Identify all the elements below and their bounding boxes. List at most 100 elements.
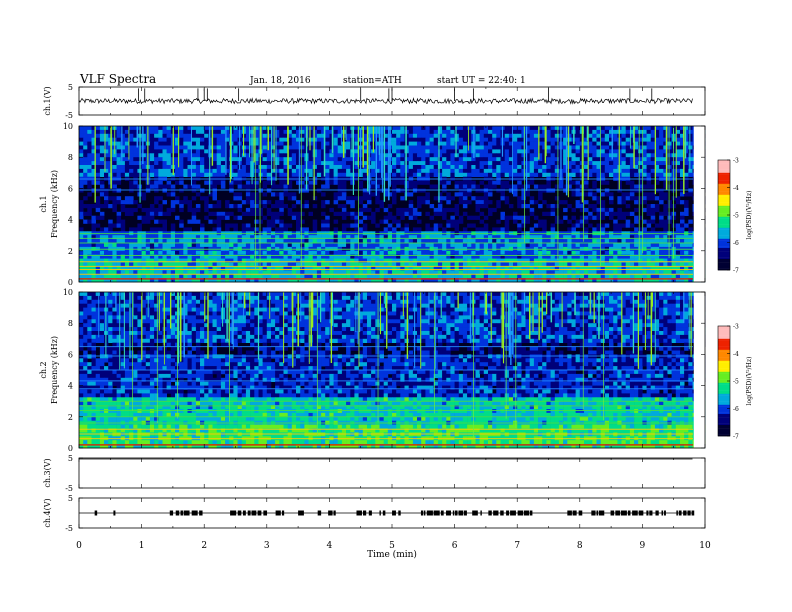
spec1-cell bbox=[533, 145, 539, 150]
spec1-cell bbox=[404, 207, 409, 213]
spec1-cell bbox=[529, 254, 535, 259]
spec1-cell bbox=[200, 266, 205, 271]
spec1-cell bbox=[575, 129, 581, 135]
spec1-cell bbox=[279, 192, 284, 197]
spec1-cell bbox=[79, 165, 84, 170]
spec1-cell bbox=[162, 223, 167, 228]
spec1-cell bbox=[149, 207, 155, 213]
spec1-cell bbox=[588, 149, 593, 154]
spec1-cell bbox=[154, 266, 159, 271]
spec1-cell bbox=[500, 192, 505, 197]
spec1-cell bbox=[379, 262, 384, 267]
spec1-cell bbox=[333, 165, 339, 170]
spec1-cell bbox=[346, 196, 351, 201]
spec1-cell bbox=[266, 161, 272, 166]
spec1-cell bbox=[204, 204, 209, 209]
spec1-cell bbox=[170, 274, 176, 279]
spec1-cell bbox=[321, 223, 326, 228]
spec1-cell bbox=[483, 204, 489, 209]
spec1-cell bbox=[667, 141, 672, 146]
spec1-cell bbox=[446, 262, 451, 267]
spec1-cell bbox=[216, 262, 222, 267]
spec1-cell bbox=[529, 207, 535, 213]
spec1-cell bbox=[550, 126, 556, 131]
spec1-cell bbox=[471, 243, 476, 248]
spec1-cell bbox=[300, 126, 305, 131]
spec1-cell bbox=[104, 235, 109, 240]
spec1-cell bbox=[396, 207, 401, 213]
spec1-cell bbox=[533, 258, 539, 263]
spec1-cell bbox=[417, 129, 422, 135]
spec1-cell bbox=[79, 184, 84, 189]
spec1-cell bbox=[613, 258, 618, 263]
spec1-cell bbox=[329, 180, 334, 185]
spec1-cell bbox=[233, 250, 238, 255]
spec1-cell bbox=[429, 161, 435, 166]
spec1-cell bbox=[291, 165, 297, 170]
spec1-cell bbox=[204, 126, 209, 131]
spec1-cell bbox=[417, 235, 422, 240]
spec1-cell bbox=[250, 196, 255, 201]
spec1-cell bbox=[609, 153, 614, 158]
spec1-cell bbox=[287, 184, 293, 189]
spec1-cell bbox=[412, 243, 418, 248]
spec1-cell bbox=[183, 141, 188, 146]
spec1-cell bbox=[254, 168, 259, 174]
spec1-cell bbox=[154, 149, 159, 154]
spec1-cell bbox=[208, 211, 213, 216]
spec1-cell bbox=[408, 235, 414, 240]
spec1-cell bbox=[179, 274, 184, 279]
spec1-cell bbox=[204, 250, 209, 255]
spec1-cell bbox=[304, 258, 309, 263]
spec1-cell bbox=[542, 168, 547, 174]
spec1-cell bbox=[488, 149, 493, 154]
spec1-cell bbox=[191, 254, 197, 259]
spec1-cell bbox=[529, 141, 535, 146]
spec1-cell bbox=[350, 262, 355, 267]
spec1-cell bbox=[488, 157, 493, 162]
spec1-cell bbox=[120, 137, 126, 142]
spec1-cell bbox=[429, 141, 435, 146]
spec1-cell bbox=[212, 129, 217, 135]
spec1-cell bbox=[283, 192, 288, 197]
spec1-cell bbox=[145, 250, 151, 255]
spec1-cell bbox=[504, 254, 510, 259]
spec1-cell bbox=[79, 274, 84, 279]
spec1-cell bbox=[621, 145, 626, 150]
spec1-cell bbox=[350, 270, 355, 275]
spec1-cell bbox=[584, 149, 589, 154]
spec1-cell bbox=[287, 196, 293, 201]
spec1-cell bbox=[458, 243, 464, 248]
spec1-cell bbox=[433, 129, 439, 135]
spec1-cell bbox=[191, 274, 197, 279]
spec1-cell bbox=[504, 137, 510, 142]
spec1-cell bbox=[609, 239, 614, 244]
spec1-cell bbox=[271, 172, 276, 177]
spec1-cell bbox=[567, 235, 572, 240]
spec1-cell bbox=[408, 180, 414, 185]
spec1-cell bbox=[680, 188, 685, 193]
spec1-cell bbox=[91, 188, 96, 193]
spec1-cell bbox=[233, 137, 238, 142]
spec1-cell bbox=[275, 129, 280, 135]
spec1-cell bbox=[337, 258, 343, 263]
spec1-cell bbox=[229, 180, 234, 185]
spec1-cell bbox=[496, 270, 501, 275]
spec1-cell bbox=[663, 243, 668, 248]
spec1-cell bbox=[266, 141, 272, 146]
spec1-cell bbox=[546, 126, 551, 131]
spec1-cell bbox=[504, 274, 510, 279]
spec1-cell bbox=[654, 258, 660, 263]
spec1-cell bbox=[392, 153, 397, 158]
spec1-cell bbox=[392, 215, 397, 220]
spec1-cell bbox=[600, 192, 606, 197]
spec1-cell bbox=[638, 215, 643, 220]
spec1-cell bbox=[258, 270, 263, 275]
spec1-cell bbox=[517, 274, 522, 279]
spec1-cell bbox=[337, 172, 343, 177]
spec1-cell bbox=[442, 129, 447, 135]
spec1-cell bbox=[479, 149, 485, 154]
spec1-cell bbox=[266, 211, 272, 216]
spec1-cell bbox=[550, 204, 556, 209]
spec1-cell bbox=[245, 227, 251, 232]
